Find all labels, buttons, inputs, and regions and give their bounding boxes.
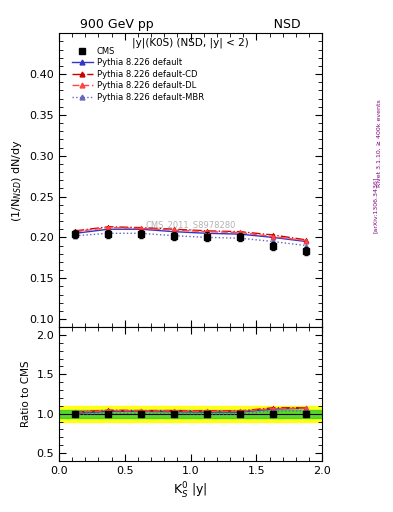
Bar <box>59 410 322 418</box>
X-axis label: K$^0_S$ |y|: K$^0_S$ |y| <box>173 481 208 501</box>
Bar <box>59 406 322 421</box>
Y-axis label: (1/N$_{NSD}$) dN/dy: (1/N$_{NSD}$) dN/dy <box>10 139 24 222</box>
Y-axis label: Ratio to CMS: Ratio to CMS <box>21 360 31 428</box>
Text: |y|(K0S) (NSD, |y| < 2): |y|(K0S) (NSD, |y| < 2) <box>132 38 249 48</box>
Text: Rivet 3.1.10, ≥ 400k events: Rivet 3.1.10, ≥ 400k events <box>377 99 382 187</box>
Legend: CMS, Pythia 8.226 default, Pythia 8.226 default-CD, Pythia 8.226 default-DL, Pyt: CMS, Pythia 8.226 default, Pythia 8.226 … <box>68 44 207 105</box>
Text: [arXiv:1306.3436]: [arXiv:1306.3436] <box>373 177 378 233</box>
Text: CMS_2011_S8978280: CMS_2011_S8978280 <box>145 220 236 229</box>
Title: 900 GeV pp                              NSD: 900 GeV pp NSD <box>80 18 301 31</box>
